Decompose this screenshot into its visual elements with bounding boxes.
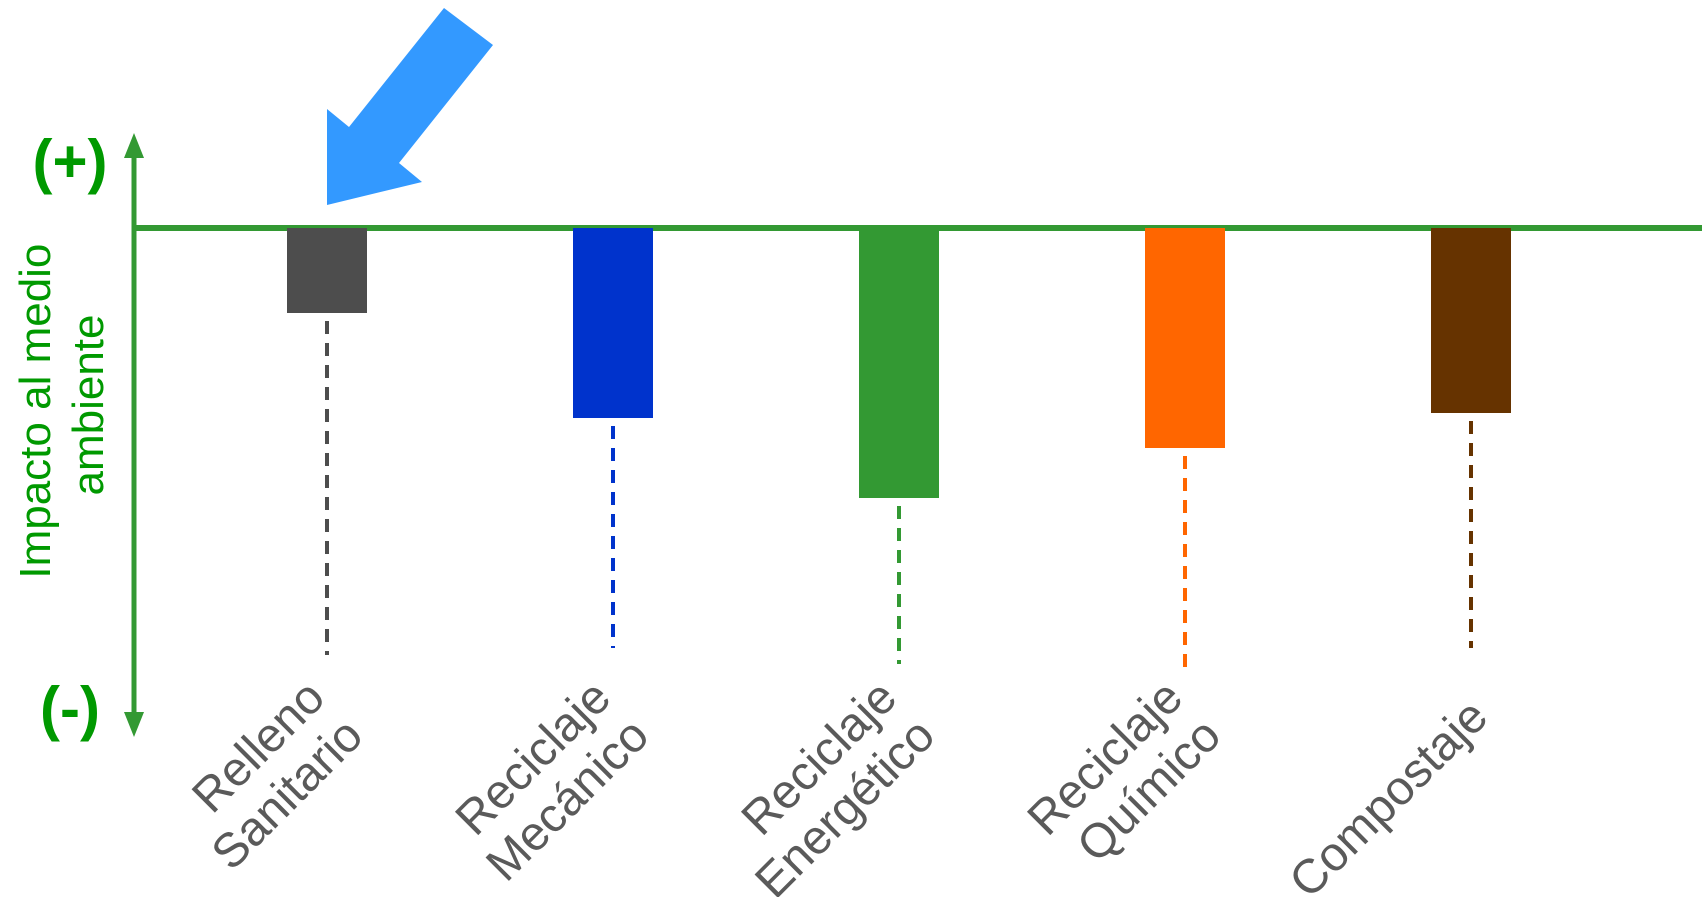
y-axis-arrowhead-down	[124, 712, 144, 737]
bar-relleno-sanitario	[287, 228, 367, 313]
category-label-reciclaje-quimico: ReciclajeQuímico	[1018, 671, 1231, 884]
y-axis-title-line-1: Impacto al medio	[11, 244, 60, 579]
bars-layer	[287, 228, 1511, 498]
bar-compostaje	[1431, 228, 1511, 413]
y-axis-title: Impacto al medio ambiente	[11, 231, 113, 578]
guides-layer	[325, 321, 1473, 672]
category-labels-layer: RellenoSanitario ReciclajeMecánico Recicla…	[164, 671, 1499, 902]
bar-reciclaje-quimico	[1145, 228, 1225, 448]
category-label-line: Compostaje	[1280, 690, 1499, 897]
y-axis-arrowhead-up	[124, 133, 144, 158]
positive-pole-label: (+)	[33, 128, 108, 195]
y-axis-title-line-2: ambiente	[64, 314, 113, 495]
category-label-relleno-sanitario: RellenoSanitario	[164, 671, 374, 881]
bar-reciclaje-mecanico	[573, 228, 653, 418]
category-label-compostaje: Compostaje	[1280, 690, 1499, 897]
bar-reciclaje-energetico	[859, 228, 939, 498]
highlight-arrow	[327, 8, 493, 205]
category-label-reciclaje-mecanico: ReciclajeMecánico	[438, 671, 659, 892]
negative-pole-label: (-)	[40, 675, 100, 742]
category-label-reciclaje-energetico: ReciclajeEnergético	[707, 671, 945, 897]
